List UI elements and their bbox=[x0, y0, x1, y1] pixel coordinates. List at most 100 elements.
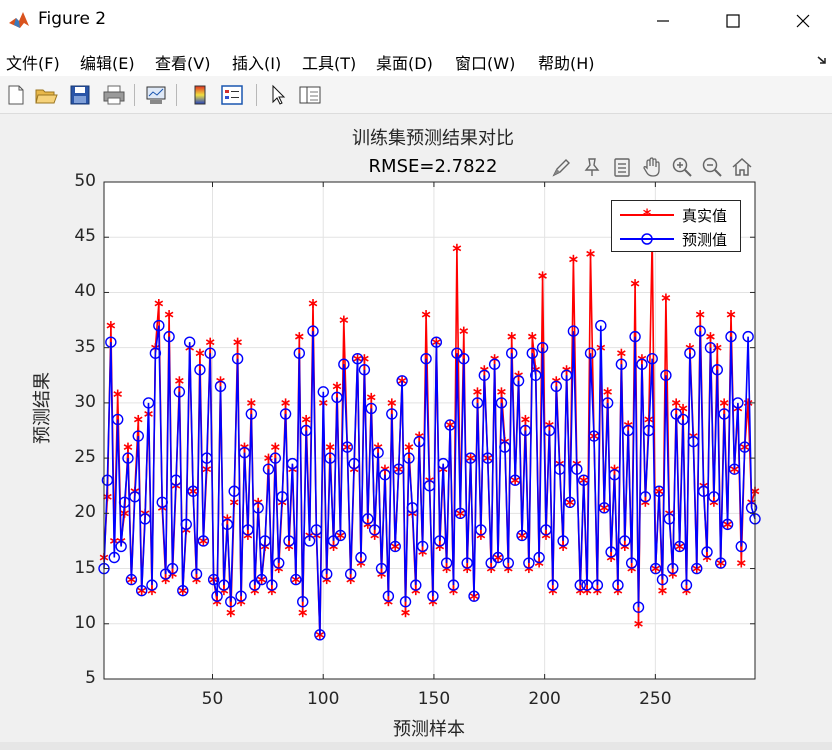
data-point-pred bbox=[440, 557, 453, 569]
close-button[interactable] bbox=[780, 0, 826, 42]
data-point-true bbox=[671, 398, 681, 408]
menu-tools[interactable]: 工具(T) bbox=[302, 54, 357, 73]
open-button[interactable] bbox=[32, 81, 60, 109]
menu-view[interactable]: 查看(V) bbox=[155, 54, 211, 73]
arrow-icon[interactable] bbox=[816, 54, 828, 66]
data-point-pred bbox=[132, 430, 144, 442]
data-point-pred bbox=[550, 380, 562, 393]
data-point-true bbox=[113, 389, 123, 399]
data-point-pred bbox=[547, 579, 559, 591]
data-point-pred bbox=[461, 557, 473, 569]
data-point-pred bbox=[266, 579, 278, 591]
data-point-pred bbox=[382, 590, 395, 602]
data-point-true bbox=[661, 293, 671, 303]
data-point-true bbox=[205, 337, 215, 347]
data-point-pred bbox=[379, 468, 391, 481]
data-point-pred bbox=[118, 496, 131, 508]
data-point-pred bbox=[653, 485, 665, 497]
data-point-true bbox=[106, 321, 116, 331]
series-line-1 bbox=[103, 325, 756, 635]
property-inspector-icon bbox=[299, 86, 321, 104]
home-button[interactable] bbox=[728, 154, 756, 180]
status-strip bbox=[0, 742, 832, 750]
data-point-pred bbox=[221, 518, 234, 531]
data-point-pred bbox=[478, 369, 491, 381]
data-point-pred bbox=[523, 557, 535, 569]
data-point-pred bbox=[368, 524, 381, 536]
data-point-true bbox=[706, 332, 715, 342]
data-point-pred bbox=[530, 369, 542, 381]
legend[interactable]: * 真实值 预测值 bbox=[611, 200, 741, 252]
data-point-pred bbox=[386, 408, 398, 420]
data-point-pred bbox=[146, 579, 158, 591]
chart-title: 训练集预测结果对比 bbox=[352, 128, 514, 149]
menu-file[interactable]: 文件(F) bbox=[6, 54, 60, 73]
data-point-pred bbox=[170, 474, 182, 486]
data-point-pred bbox=[108, 551, 120, 564]
maximize-icon bbox=[726, 14, 740, 28]
data-point-true bbox=[247, 398, 256, 408]
data-point-true bbox=[233, 337, 242, 347]
menu-desktop[interactable]: 桌面(D) bbox=[376, 54, 433, 73]
minimize-button[interactable] bbox=[640, 0, 686, 42]
data-point-pred bbox=[694, 325, 706, 337]
data-point-pred bbox=[680, 579, 693, 591]
data-point-pred bbox=[427, 590, 439, 602]
data-point-pred bbox=[540, 524, 552, 536]
data-point-pred bbox=[745, 502, 758, 514]
title-bar: Figure 2 bbox=[0, 0, 832, 42]
colorbar-button[interactable] bbox=[186, 81, 214, 109]
new-figure-icon bbox=[8, 85, 24, 105]
data-point-pred bbox=[159, 568, 172, 580]
data-point-true bbox=[339, 315, 349, 325]
data-point-pred bbox=[153, 319, 165, 332]
brush-button[interactable] bbox=[548, 154, 576, 180]
pointer-button[interactable] bbox=[264, 81, 292, 109]
data-point-pred bbox=[519, 424, 532, 437]
data-point-true bbox=[226, 608, 236, 618]
data-tips-button[interactable] bbox=[578, 154, 606, 180]
data-point-pred bbox=[201, 452, 213, 464]
data-point-pred bbox=[190, 568, 203, 580]
chart-axes[interactable] bbox=[0, 114, 832, 750]
zoom-in-button[interactable] bbox=[668, 154, 696, 180]
data-point-pred bbox=[619, 535, 631, 547]
data-point-pred bbox=[656, 573, 669, 586]
data-point-pred bbox=[348, 457, 360, 470]
legend-button[interactable] bbox=[218, 81, 246, 109]
data-point-true bbox=[195, 348, 205, 358]
print-button[interactable] bbox=[100, 81, 128, 109]
menu-help[interactable]: 帮助(H) bbox=[538, 54, 595, 73]
menu-edit[interactable]: 编辑(E) bbox=[80, 54, 135, 73]
data-point-pred bbox=[649, 562, 662, 575]
menu-window[interactable]: 窗口(W) bbox=[455, 54, 516, 73]
data-point-pred bbox=[211, 590, 223, 602]
pan-button[interactable] bbox=[638, 154, 666, 180]
data-point-pred bbox=[413, 435, 425, 448]
data-point-true bbox=[630, 279, 640, 289]
x-tick-label: 200 bbox=[528, 689, 561, 709]
zoom-out-button[interactable] bbox=[698, 154, 726, 180]
property-inspector-button[interactable] bbox=[296, 81, 324, 109]
brush-icon bbox=[552, 159, 570, 177]
data-point-pred bbox=[721, 518, 734, 531]
data-point-pred bbox=[571, 463, 583, 475]
menu-insert[interactable]: 插入(I) bbox=[232, 54, 282, 73]
figure-canvas: 训练集预测结果对比 RMSE=2.7822 50 100 150 200 250 5 10 1… bbox=[0, 114, 832, 750]
new-figure-button[interactable] bbox=[2, 81, 30, 109]
data-point-pred bbox=[362, 513, 374, 525]
y-tick-label: 10 bbox=[74, 612, 96, 633]
maximize-button[interactable] bbox=[710, 0, 756, 42]
data-point-pred bbox=[564, 496, 576, 508]
data-point-pred bbox=[183, 336, 196, 348]
data-point-pred bbox=[423, 480, 436, 492]
data-point-true bbox=[527, 332, 537, 342]
link-plot-button[interactable] bbox=[142, 81, 170, 109]
data-point-pred bbox=[112, 413, 124, 426]
save-button[interactable] bbox=[66, 81, 94, 109]
data-point-pred bbox=[632, 601, 645, 613]
data-point-pred bbox=[742, 330, 754, 343]
edit-button[interactable] bbox=[608, 154, 636, 180]
data-point-pred bbox=[533, 551, 545, 564]
data-point-pred bbox=[173, 386, 186, 398]
